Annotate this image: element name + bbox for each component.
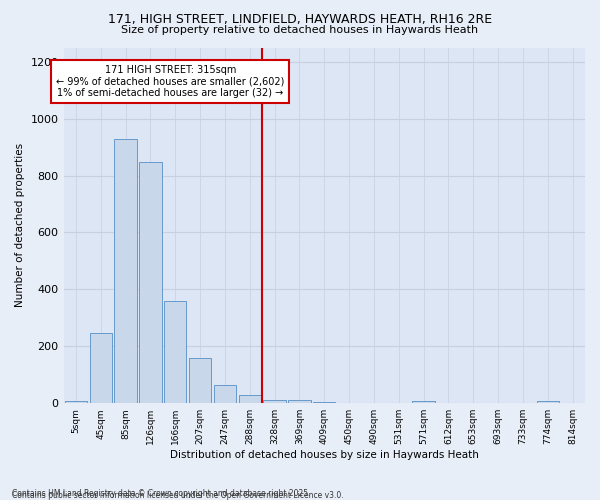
Bar	[115, 138, 137, 403]
Bar	[239, 394, 261, 403]
Text: Contains HM Land Registry data © Crown copyright and database right 2025.: Contains HM Land Registry data © Crown c…	[12, 488, 311, 498]
Bar	[164, 302, 187, 403]
Bar	[536, 401, 559, 403]
Bar	[214, 386, 236, 403]
Bar	[263, 400, 286, 403]
Text: Contains public sector information licensed under the Open Government Licence v3: Contains public sector information licen…	[12, 491, 344, 500]
Bar	[412, 401, 435, 403]
Text: 171, HIGH STREET, LINDFIELD, HAYWARDS HEATH, RH16 2RE: 171, HIGH STREET, LINDFIELD, HAYWARDS HE…	[108, 12, 492, 26]
X-axis label: Distribution of detached houses by size in Haywards Heath: Distribution of detached houses by size …	[170, 450, 479, 460]
Y-axis label: Number of detached properties: Number of detached properties	[15, 144, 25, 308]
Text: 171 HIGH STREET: 315sqm
← 99% of detached houses are smaller (2,602)
1% of semi-: 171 HIGH STREET: 315sqm ← 99% of detache…	[56, 65, 284, 98]
Bar	[89, 332, 112, 403]
Bar	[139, 162, 161, 403]
Bar	[313, 402, 335, 403]
Bar	[65, 401, 87, 403]
Bar	[288, 400, 311, 403]
Text: Size of property relative to detached houses in Haywards Heath: Size of property relative to detached ho…	[121, 25, 479, 35]
Bar	[189, 358, 211, 403]
